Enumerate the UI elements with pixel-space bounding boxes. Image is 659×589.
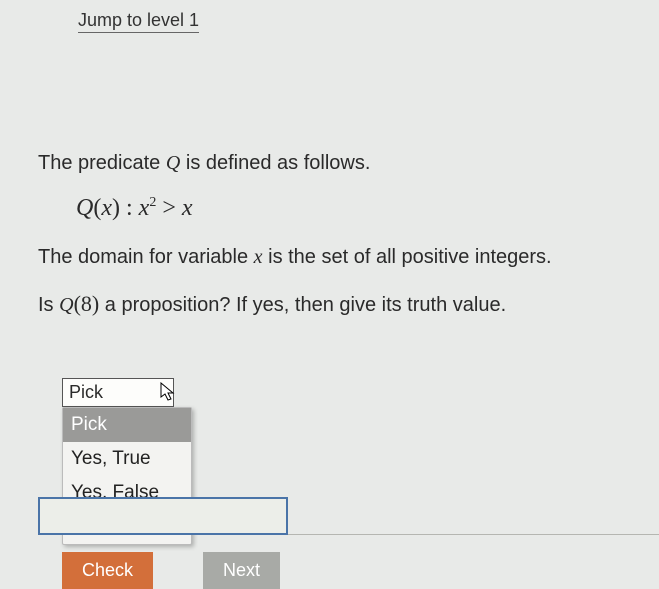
f-Q: Q [76, 195, 93, 221]
f-x1: x [101, 195, 112, 221]
var-x: x [254, 246, 263, 268]
next-button[interactable]: Next [203, 552, 280, 589]
domain-line: The domain for variable x is the set of … [38, 244, 659, 271]
select-selected[interactable]: Pick [62, 378, 174, 407]
option-pick[interactable]: Pick [63, 408, 191, 442]
formula: Q(x) : x2 > x [76, 195, 659, 222]
text: is defined as follows. [180, 152, 370, 174]
jump-to-level-link[interactable]: Jump to level 1 [78, 10, 199, 33]
divider [288, 534, 659, 535]
text: Is [38, 294, 59, 316]
option-yes-true[interactable]: Yes, True [63, 442, 191, 476]
f-x3: x [182, 195, 193, 221]
text: a proposition? If yes, then give its tru… [99, 294, 506, 316]
text: The domain for variable [38, 246, 254, 268]
f-x2: x [139, 195, 150, 221]
check-button[interactable]: Check [62, 552, 153, 589]
button-row: Check Next [62, 552, 280, 589]
f-colon: : [120, 195, 139, 221]
question-line: Is Q(8) a proposition? If yes, then give… [38, 289, 659, 319]
f-close: ) [112, 195, 120, 221]
var-Q: Q [166, 152, 180, 174]
question-content: The predicate Q is defined as follows. Q… [38, 150, 659, 337]
answer-input-box[interactable] [38, 497, 288, 535]
answer-select[interactable]: Pick Pick Yes, True Yes, False No [62, 378, 174, 407]
predicate-definition-line: The predicate Q is defined as follows. [38, 150, 659, 177]
f-gt: > [156, 195, 182, 221]
var-Q8-paren: (8) [74, 291, 100, 316]
text: The predicate [38, 152, 166, 174]
var-Q8-Q: Q [59, 294, 73, 316]
text: is the set of all positive integers. [263, 246, 552, 268]
